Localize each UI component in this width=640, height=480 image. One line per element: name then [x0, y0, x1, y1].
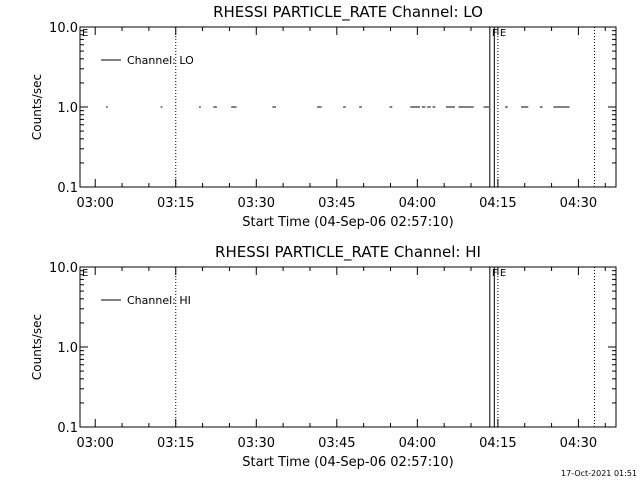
x-axis-label-hi: Start Time (04-Sep-06 02:57:10): [242, 455, 453, 470]
legend-label-lo: Channel: LO: [127, 54, 194, 67]
legend-label-hi: Channel: HI: [127, 294, 191, 307]
x-tick-label-hi: 03:45: [318, 436, 355, 451]
x-tick-label-lo: 03:45: [318, 196, 355, 211]
y-tick-label-lo: 0.1: [57, 181, 78, 196]
x-tick-label-lo: 03:15: [157, 196, 194, 211]
x-tick-label-lo: 04:00: [399, 196, 436, 211]
x-tick-label-hi: 04:30: [560, 436, 597, 451]
event-marker-label-lo-0: E: [82, 28, 88, 39]
y-tick-label-lo: 10.0: [49, 21, 78, 36]
x-tick-label-hi: 03:00: [76, 436, 113, 451]
y-tick-label-hi: 1.0: [57, 341, 78, 356]
event-marker-label-hi-0: E: [82, 268, 88, 279]
event-marker-label-lo-4: E: [500, 28, 506, 39]
event-marker-label-lo-2: F: [492, 28, 498, 39]
event-marker-label-hi-4: E: [500, 268, 506, 279]
footer-timestamp: 17-Oct-2021 01:51: [561, 469, 637, 478]
chart-title-hi: RHESSI PARTICLE_RATE Channel: HI: [215, 243, 481, 262]
y-tick-label-hi: 10.0: [49, 261, 78, 276]
x-tick-label-lo: 04:15: [479, 196, 516, 211]
chart-title-lo: RHESSI PARTICLE_RATE Channel: LO: [213, 3, 483, 22]
x-tick-label-lo: 03:30: [238, 196, 275, 211]
x-tick-label-lo: 04:30: [560, 196, 597, 211]
y-axis-label-hi: Counts/sec: [30, 314, 44, 380]
x-tick-label-hi: 03:15: [157, 436, 194, 451]
x-tick-label-hi: 04:15: [479, 436, 516, 451]
y-tick-label-lo: 1.0: [57, 101, 78, 116]
x-tick-label-lo: 03:00: [76, 196, 113, 211]
event-marker-label-hi-2: F: [492, 268, 498, 279]
y-axis-label-lo: Counts/sec: [30, 74, 44, 140]
x-axis-label-lo: Start Time (04-Sep-06 02:57:10): [242, 215, 453, 230]
x-tick-label-hi: 04:00: [399, 436, 436, 451]
x-tick-label-hi: 03:30: [238, 436, 275, 451]
y-tick-label-hi: 0.1: [57, 421, 78, 436]
